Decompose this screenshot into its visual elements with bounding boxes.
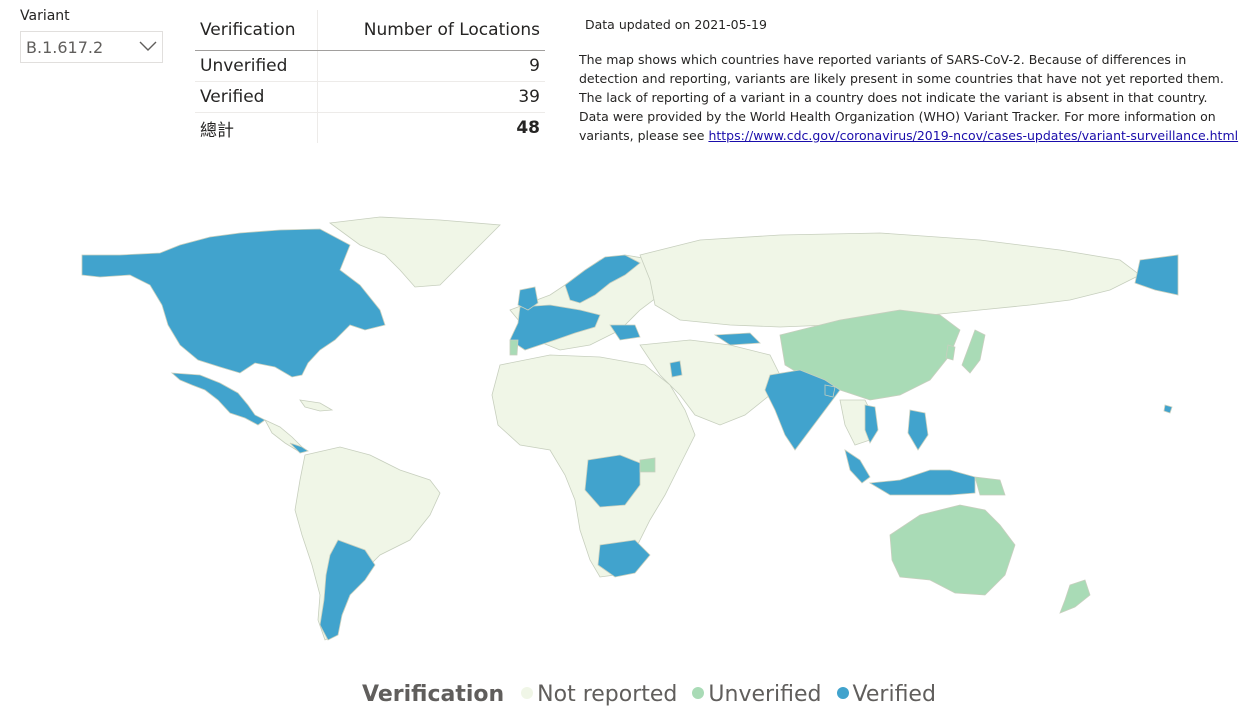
philippines[interactable] [907, 409, 929, 451]
indonesia[interactable] [868, 469, 976, 496]
map-description: The map shows which countries have repor… [579, 50, 1239, 145]
variant-dropdown[interactable]: B.1.617.2 [20, 31, 163, 63]
total-label: 總計 [195, 112, 318, 143]
row-value: 39 [317, 81, 545, 113]
far-east-verified[interactable] [1134, 254, 1179, 296]
new-zealand[interactable] [1059, 579, 1091, 614]
uk-ireland[interactable] [517, 286, 539, 311]
legend-title: Verification [362, 682, 505, 707]
slicer-title: Variant [20, 8, 70, 24]
dr-congo[interactable] [584, 454, 641, 508]
row-label: Unverified [195, 50, 318, 82]
verification-table: Verification Number of Locations Unverif… [195, 10, 545, 143]
russia[interactable] [639, 232, 1141, 328]
japan[interactable] [961, 329, 986, 374]
total-value: 48 [317, 112, 545, 143]
table-row[interactable]: Unverified 9 [195, 50, 545, 82]
world-map[interactable] [80, 215, 1180, 645]
row-value: 9 [317, 50, 545, 82]
cdc-variant-link[interactable]: https://www.cdc.gov/coronavirus/2019-nco… [708, 128, 1239, 143]
description-text: The map shows which countries have repor… [579, 52, 1224, 143]
argentina[interactable] [319, 539, 376, 641]
total-row: 總計 48 [195, 112, 545, 143]
legend-item-not-reported[interactable]: Not reported [521, 682, 677, 707]
south-america[interactable] [294, 446, 441, 641]
map-legend: Verification Not reported Unverified Ver… [362, 682, 944, 712]
jordan[interactable] [669, 360, 683, 378]
panama[interactable] [289, 442, 309, 454]
middle-east[interactable] [639, 339, 781, 426]
png-unverified[interactable] [974, 476, 1006, 496]
korea[interactable] [945, 344, 956, 361]
legend-label: Verified [852, 682, 936, 707]
mexico[interactable] [170, 372, 266, 426]
south-africa[interactable] [597, 539, 651, 578]
portugal[interactable] [509, 339, 519, 356]
legend-label: Unverified [708, 682, 822, 707]
variant-slicer: Variant B.1.617.2 [20, 8, 163, 63]
pacific-island[interactable] [1163, 404, 1173, 414]
row-label: Verified [195, 81, 318, 113]
north-america-verified[interactable] [81, 228, 386, 378]
data-updated-text: Data updated on 2021-05-19 [585, 17, 767, 32]
india[interactable] [764, 369, 841, 451]
variant-selected-value: B.1.617.2 [26, 38, 104, 57]
bangladesh[interactable] [824, 384, 836, 398]
eastern-europe-verified[interactable] [609, 324, 641, 341]
legend-item-unverified[interactable]: Unverified [692, 682, 822, 707]
table-row[interactable]: Verified 39 [195, 81, 545, 113]
legend-label: Not reported [537, 682, 678, 707]
table-header-row: Verification Number of Locations [195, 10, 545, 51]
caribbean[interactable] [299, 399, 334, 412]
greenland[interactable] [328, 216, 501, 288]
thailand-malaysia[interactable] [844, 449, 871, 484]
western-europe[interactable] [509, 304, 601, 351]
australia[interactable] [889, 504, 1016, 596]
legend-dot [692, 687, 705, 699]
column-header-verification[interactable]: Verification [195, 10, 318, 51]
legend-dot [521, 687, 534, 699]
chevron-down-icon[interactable] [139, 39, 157, 53]
legend-dot [836, 687, 849, 699]
central-asia-verified[interactable] [713, 332, 761, 346]
uganda[interactable] [639, 457, 656, 473]
legend-item-verified[interactable]: Verified [836, 682, 936, 707]
vietnam[interactable] [864, 404, 879, 444]
scandinavia[interactable] [564, 254, 641, 304]
column-header-locations[interactable]: Number of Locations [317, 10, 545, 51]
